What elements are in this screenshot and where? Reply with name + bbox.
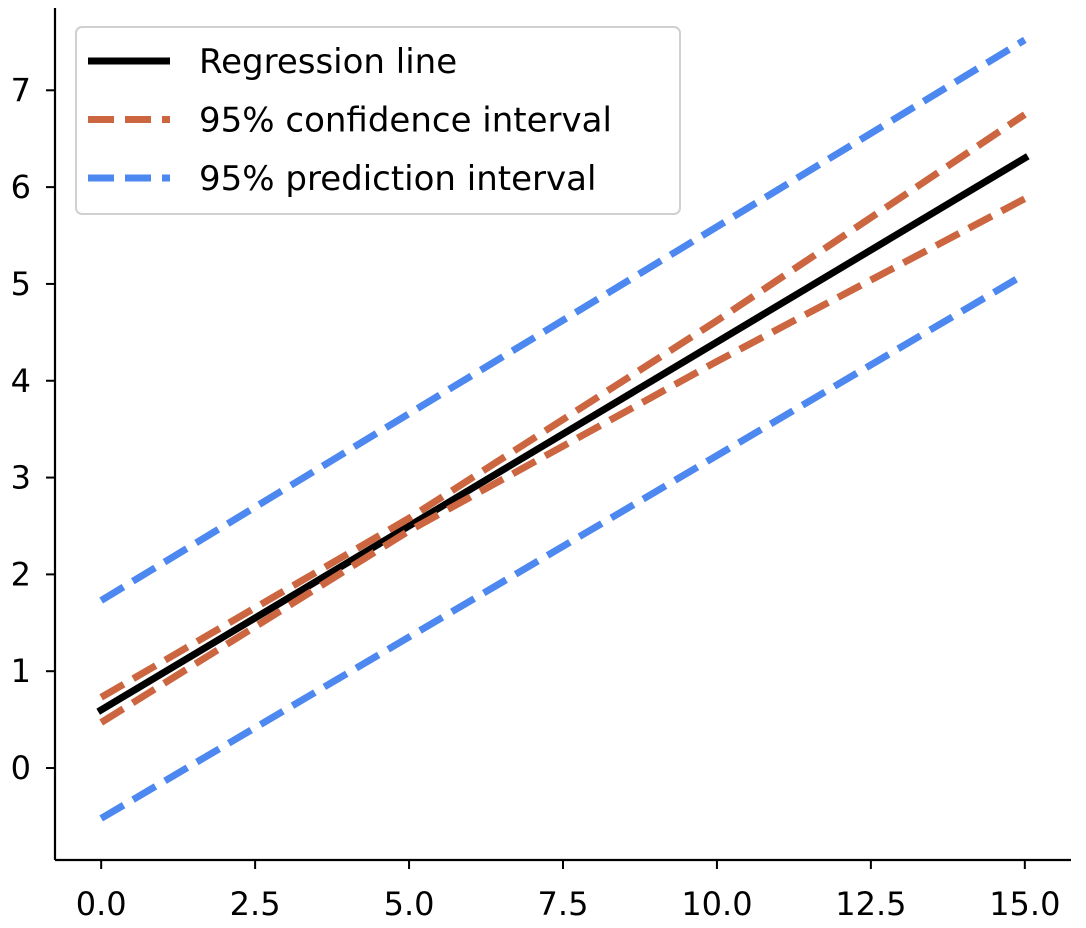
y-tick-label: 2 bbox=[11, 555, 31, 593]
x-tick-label: 15.0 bbox=[989, 885, 1060, 923]
legend-frame bbox=[75, 26, 681, 215]
series-line-pi_upper bbox=[99, 36, 1027, 604]
y-tick-label: 5 bbox=[11, 265, 31, 303]
legend-label: 95% confidence interval bbox=[199, 101, 612, 141]
x-tick-label: 2.5 bbox=[230, 885, 281, 923]
x-tick-label: 10.0 bbox=[681, 885, 752, 923]
y-tick-label: 3 bbox=[11, 459, 31, 497]
x-tick-label: 7.5 bbox=[538, 885, 589, 923]
y-tick-label: 7 bbox=[11, 71, 31, 109]
y-tick-label: 6 bbox=[11, 168, 31, 206]
legend-label: Regression line bbox=[199, 42, 457, 82]
x-tick-label: 5.0 bbox=[384, 885, 435, 923]
legend: Regression line 95% confidence interval 95… bbox=[75, 26, 681, 215]
y-tick-label: 4 bbox=[11, 362, 31, 400]
y-tick-label: 1 bbox=[11, 652, 31, 690]
series-line-ci_lower bbox=[99, 195, 1027, 726]
series-line-pi_lower bbox=[99, 271, 1027, 822]
axes: 0 1 2 3 4 5 6 7 0.0 2.5 5.0 7.5 10.0 12.5 15.0 bbox=[11, 8, 1071, 923]
x-tick-label: 0.0 bbox=[76, 885, 127, 923]
series-line-ci_upper bbox=[99, 111, 1027, 701]
legend-label: 95% prediction interval bbox=[199, 159, 596, 199]
y-tick-label: 0 bbox=[11, 749, 31, 787]
series-line-regression bbox=[96, 153, 1030, 715]
x-tick-label: 12.5 bbox=[835, 885, 906, 923]
plot-lines bbox=[96, 36, 1030, 822]
